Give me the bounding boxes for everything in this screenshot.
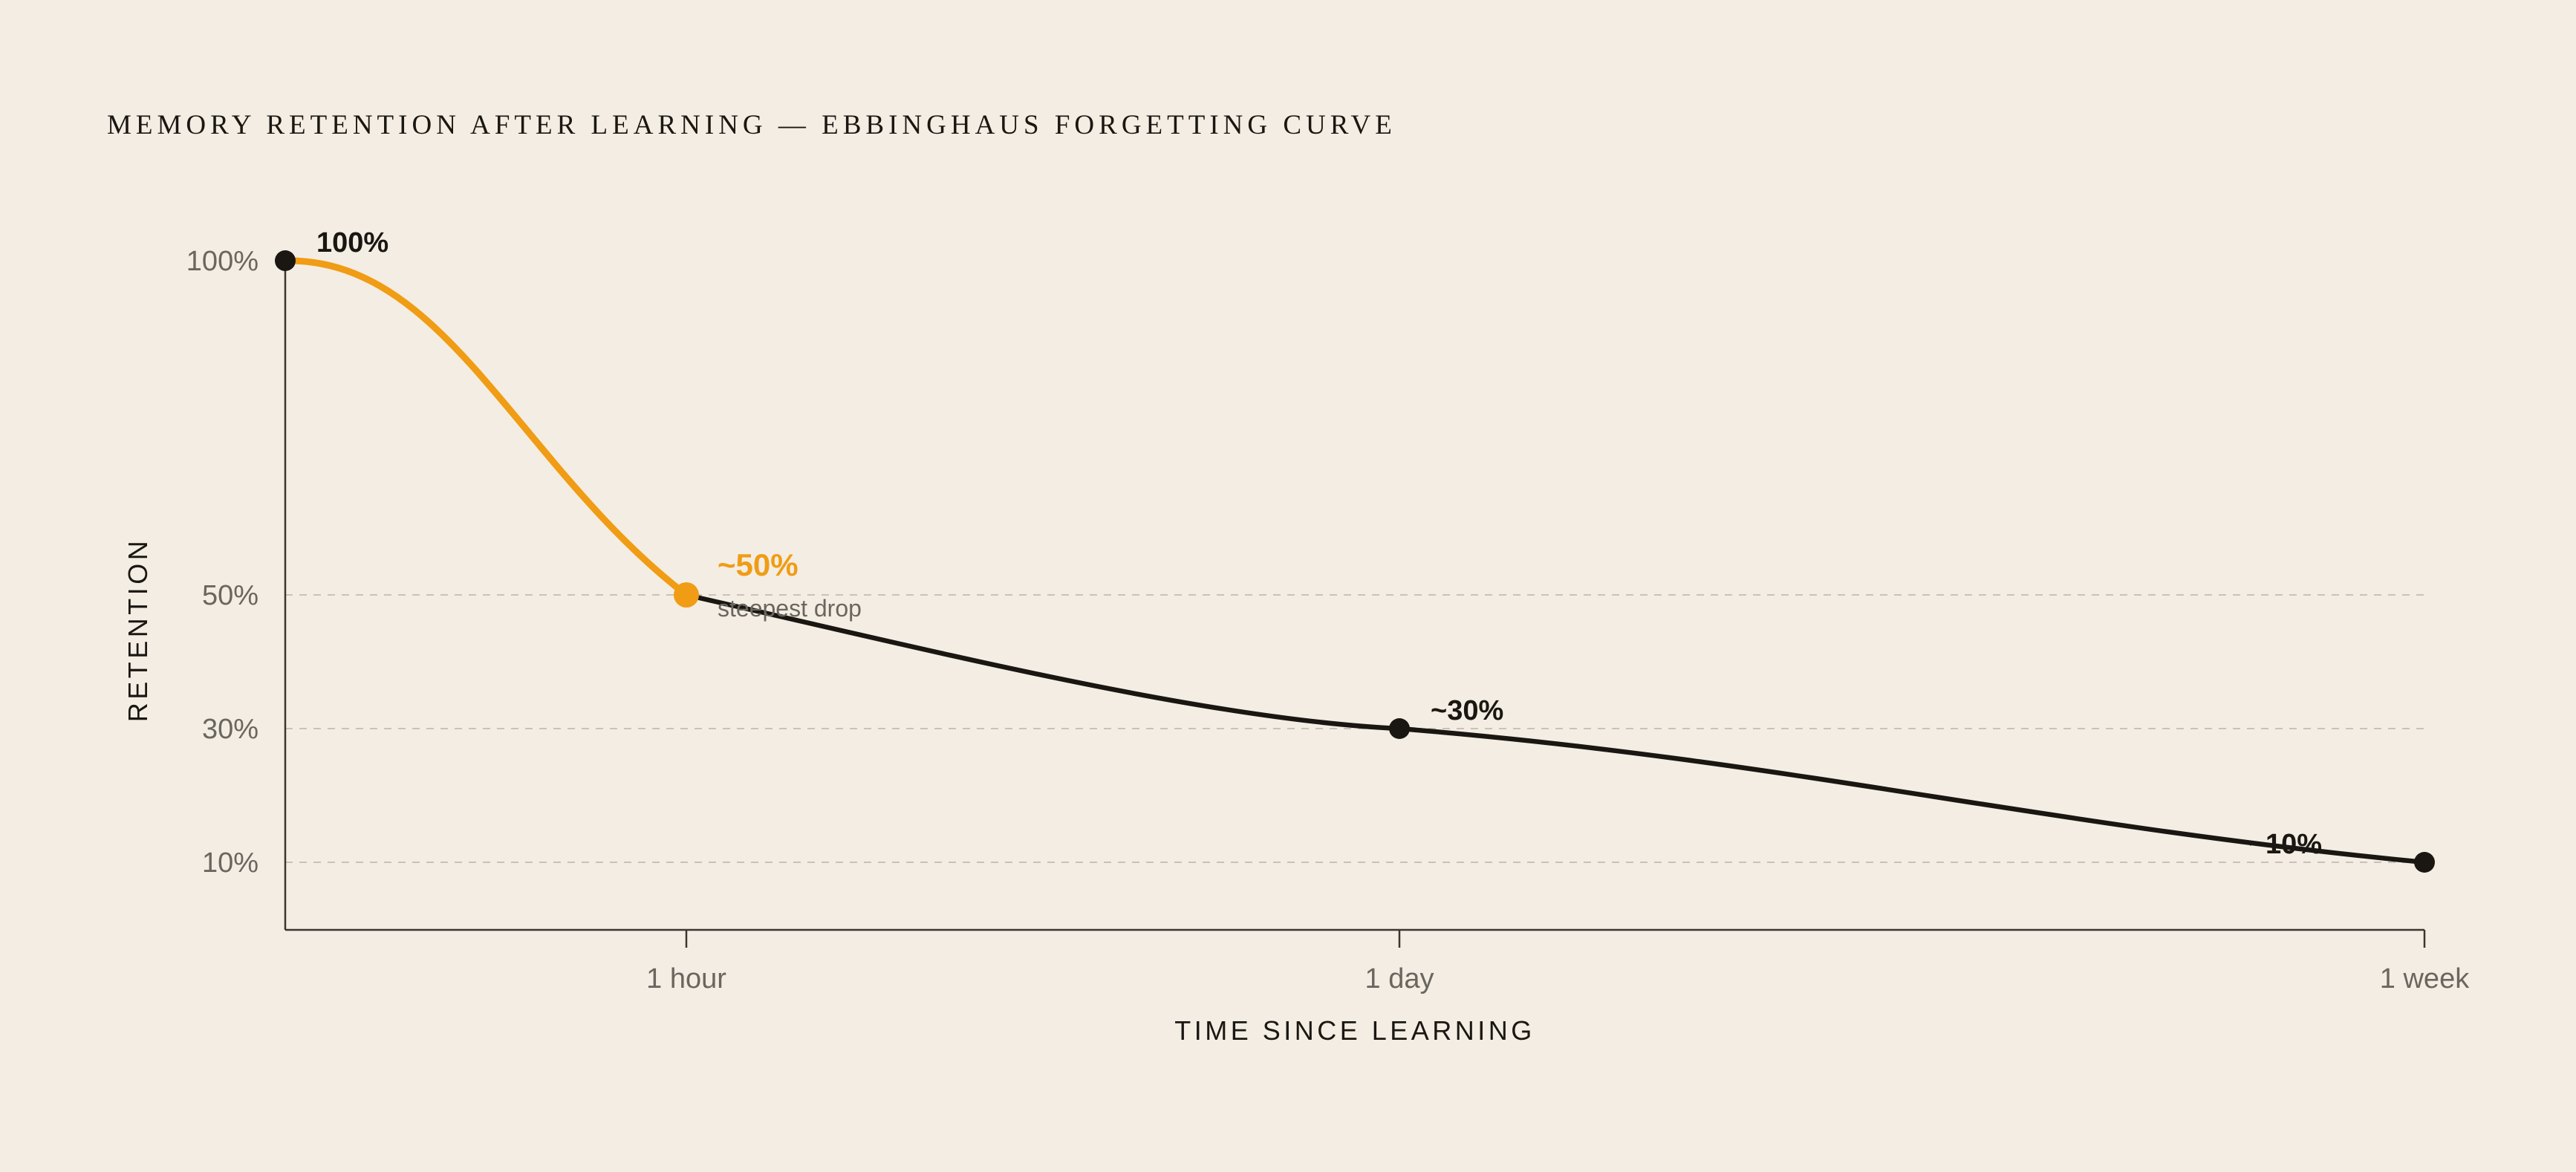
axes (284, 261, 2426, 948)
y-tick-label: 10% (202, 847, 258, 879)
data-label: ~10% (2249, 829, 2322, 860)
y-tick-label: 50% (202, 580, 258, 611)
curve-segment-highlight (282, 257, 690, 599)
y-axis-title: RETENTION (123, 538, 153, 723)
curve-segment-main (683, 592, 2427, 865)
x-tick-label: 1 hour (646, 963, 726, 994)
data-point (1389, 718, 1410, 739)
annotation-steepest-drop: steepest drop (718, 595, 862, 622)
data-label: ~50% (718, 547, 799, 582)
chart-title: MEMORY RETENTION AFTER LEARNING — EBBING… (107, 110, 1396, 140)
data-label: ~30% (1431, 695, 1503, 726)
data-labels: 100% ~50% ~30% ~10% steepest drop (316, 227, 2322, 860)
y-tick-label: 100% (186, 246, 258, 277)
x-tick-label: 1 week (2380, 963, 2470, 994)
y-tick-label: 30% (202, 714, 258, 745)
retention-curve (282, 257, 2427, 865)
tick-labels: 1 hour 1 day 1 week 100% 50% 30% 10% (186, 246, 2470, 994)
data-point (2414, 852, 2435, 873)
x-tick-label: 1 day (1365, 963, 1434, 994)
gridlines (285, 594, 2424, 863)
data-label: 100% (316, 227, 388, 258)
data-points (275, 250, 2435, 873)
x-axis-title: TIME SINCE LEARNING (1174, 1015, 1535, 1046)
data-point (275, 250, 296, 271)
data-point (674, 582, 699, 608)
